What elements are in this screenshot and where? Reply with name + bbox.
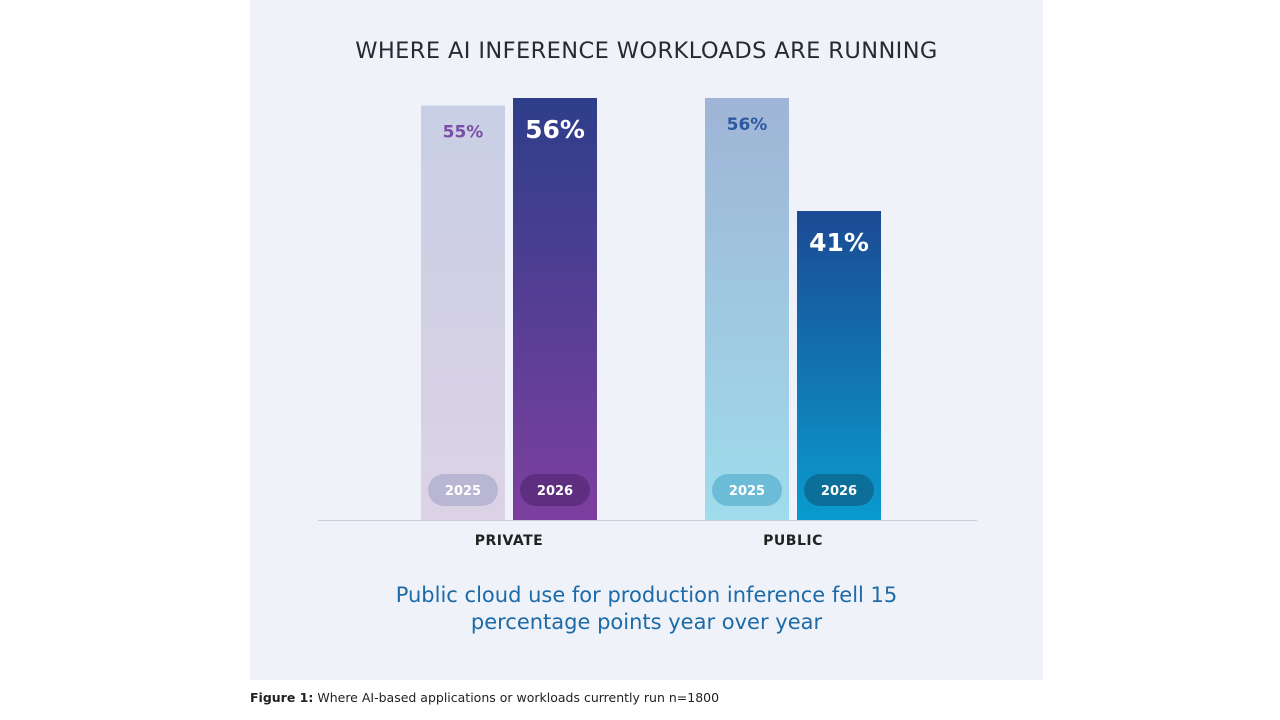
- chart-panel: WHERE AI INFERENCE WORKLOADS ARE RUNNING…: [250, 0, 1043, 680]
- chart-title: WHERE AI INFERENCE WORKLOADS ARE RUNNING: [355, 38, 938, 64]
- year-label-private-2025: 2025: [445, 484, 481, 499]
- chart-subtitle: Public cloud use for production inferenc…: [250, 582, 1043, 636]
- figure-caption: Figure 1: Where AI-based applications or…: [250, 690, 719, 705]
- category-label-private: PRIVATE: [475, 533, 544, 549]
- bar-public-2025: [705, 98, 789, 520]
- bar-public-2026: [797, 211, 881, 521]
- year-pill-private-2025: [428, 474, 498, 506]
- value-label-private-2025: 55%: [443, 123, 484, 143]
- year-label-public-2026: 2026: [821, 484, 857, 499]
- year-label-public-2025: 2025: [729, 484, 765, 499]
- year-pill-private-2026: [520, 474, 590, 506]
- value-label-private-2026: 56%: [525, 115, 585, 144]
- caption-text: Where AI-based applications or workloads…: [313, 690, 720, 705]
- bar-chart: 55% 2025 56% 2026 PRIVATE 56% 2025 41% 2026 PUBLI…: [318, 98, 977, 549]
- year-label-private-2026: 2026: [537, 484, 573, 499]
- bar-private-2025: [421, 105, 505, 521]
- year-pill-public-2025: [712, 474, 782, 506]
- subtitle-line-2: percentage points year over year: [470, 610, 823, 634]
- bar-private-2026: [513, 98, 597, 520]
- category-label-public: PUBLIC: [763, 533, 823, 549]
- caption-label: Figure 1:: [250, 690, 314, 705]
- value-label-public-2026: 41%: [809, 228, 869, 257]
- year-pill-public-2026: [804, 474, 874, 506]
- subtitle-line-1: Public cloud use for production inferenc…: [395, 583, 898, 607]
- value-label-public-2025: 56%: [727, 115, 768, 135]
